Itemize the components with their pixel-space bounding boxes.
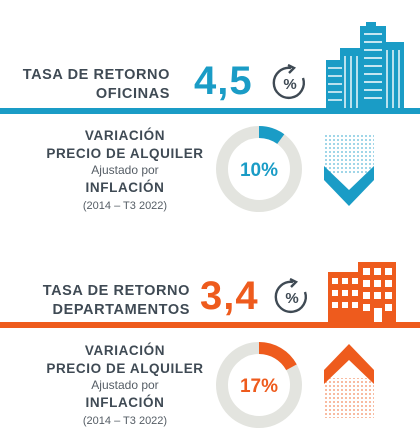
office-towers-icon bbox=[326, 22, 404, 110]
apartments-variation-line1: VARIACIÓN bbox=[84, 343, 166, 358]
offices-variation-line2: PRECIO DE ALQUILER bbox=[46, 146, 204, 161]
apartments-donut-arc bbox=[216, 342, 302, 428]
apartments-variation-line3: Ajustado por bbox=[91, 378, 159, 392]
apartments-variation-line4: INFLACIÓN bbox=[85, 395, 165, 410]
offices-divider bbox=[0, 108, 420, 114]
apartments-rate-icon-symbol: % bbox=[285, 290, 298, 307]
apartments-donut-label: 17% bbox=[240, 376, 278, 397]
offices-title-line1: TASA DE RETORNO bbox=[22, 67, 170, 83]
offices-donut-arc bbox=[216, 126, 302, 212]
offices-title: TASA DE RETORNO OFICINAS bbox=[20, 66, 170, 104]
offices-rate-value: 4,5 bbox=[194, 59, 253, 103]
arrow-up-icon bbox=[324, 344, 374, 418]
apartments-title-line2: DEPARTAMENTOS bbox=[52, 302, 190, 318]
apartments-variation-line5: (2014 – T3 2022) bbox=[82, 415, 168, 427]
apartments-variation-line2: PRECIO DE ALQUILER bbox=[46, 361, 204, 376]
apartments-title: TASA DE RETORNO DEPARTAMENTOS bbox=[20, 282, 190, 320]
apartments-rate-value: 3,4 bbox=[200, 274, 259, 318]
offices-variation-line5: (2014 – T3 2022) bbox=[82, 200, 168, 212]
offices-rate-icon-symbol: % bbox=[283, 76, 296, 93]
offices-variation-text: VARIACIÓN PRECIO DE ALQUILER Ajustado po… bbox=[40, 127, 210, 215]
apartments-divider bbox=[0, 322, 420, 328]
offices-variation-line4: INFLACIÓN bbox=[85, 180, 165, 195]
offices-variation-line1: VARIACIÓN bbox=[84, 128, 166, 143]
arrow-down-icon bbox=[324, 134, 374, 206]
apartments-variation-text: VARIACIÓN PRECIO DE ALQUILER Ajustado po… bbox=[40, 342, 210, 430]
percent-cycle-icon: % bbox=[272, 64, 305, 100]
percent-cycle-icon-2: % bbox=[274, 278, 307, 314]
offices-variation-line3: Ajustado por bbox=[91, 163, 159, 177]
offices-donut: 10% bbox=[216, 126, 302, 212]
offices-title-line2: OFICINAS bbox=[95, 86, 170, 102]
apartment-building-icon bbox=[328, 262, 396, 324]
offices-donut-label: 10% bbox=[240, 160, 278, 181]
apartments-donut: 17% bbox=[216, 342, 302, 428]
apartments-title-line1: TASA DE RETORNO bbox=[42, 283, 190, 299]
